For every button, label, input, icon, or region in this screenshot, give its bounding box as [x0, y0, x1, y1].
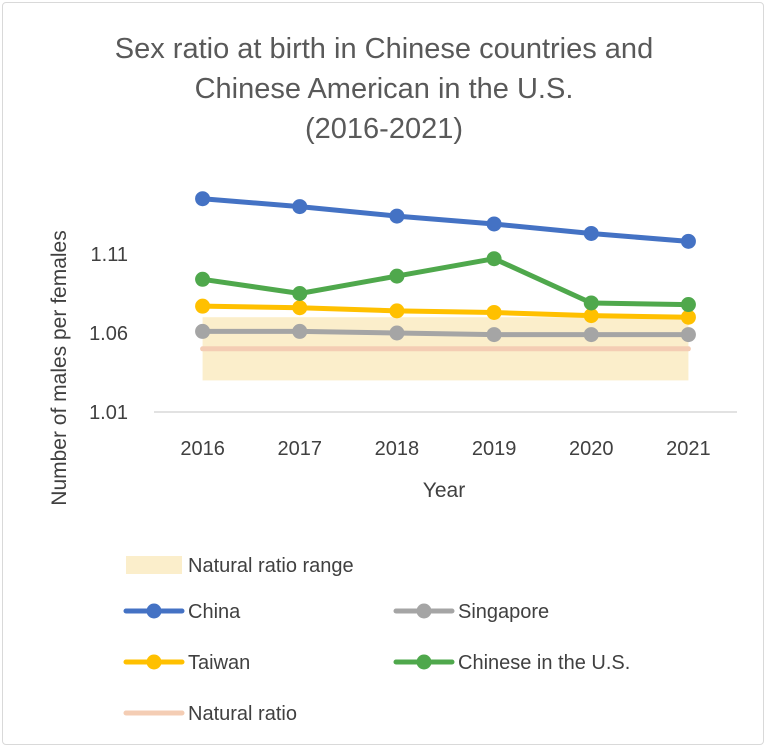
y-axis-title: Number of males per females	[48, 230, 71, 505]
point-china-2021	[680, 233, 696, 249]
legend-swatch-natural-ratio-range	[126, 556, 182, 574]
x-tick-label-2018: 2018	[375, 438, 420, 460]
series-line-chinese-in-the-u-s	[200, 256, 691, 308]
series-line-taiwan	[200, 303, 691, 320]
x-tick-label-2020: 2020	[569, 438, 614, 460]
point-singapore-2016	[195, 323, 211, 339]
point-singapore-2018	[389, 325, 405, 341]
point-taiwan-2016	[195, 298, 211, 314]
x-axis-title: Year	[423, 479, 465, 502]
point-singapore-2019	[486, 327, 502, 343]
x-tick-label-2016: 2016	[180, 438, 225, 460]
y-tick-label-1-06: 1.06	[89, 323, 128, 345]
chart-title-line-2: Chinese American in the U.S.	[195, 73, 574, 105]
x-axis-tick-labels: 2016 2017 2018 2019 2020 2021	[180, 438, 710, 460]
series-line-china	[200, 196, 691, 244]
point-taiwan-2017	[292, 300, 308, 316]
point-china-2020	[583, 225, 599, 241]
point-china-2018	[389, 208, 405, 224]
legend-label-natural-ratio: Natural ratio	[188, 703, 297, 725]
series-lines	[195, 191, 696, 352]
chart-title: Sex ratio at birth in Chinese countries …	[115, 33, 653, 145]
x-tick-label-2017: 2017	[278, 438, 323, 460]
point-chinese-in-the-u-s-2018	[389, 268, 405, 284]
point-chinese-in-the-u-s-2020	[583, 295, 599, 311]
series-line-singapore	[200, 328, 691, 338]
legend-marker-chinese-in-us	[416, 654, 432, 670]
series-china	[195, 191, 696, 249]
point-singapore-2017	[292, 323, 308, 339]
legend-label-natural-ratio-range: Natural ratio range	[188, 555, 354, 577]
legend-marker-taiwan	[146, 654, 162, 670]
point-taiwan-2020	[583, 308, 599, 324]
chart-title-line-1: Sex ratio at birth in Chinese countries …	[115, 33, 653, 65]
legend: Natural ratio range China Singapore Taiw…	[123, 555, 630, 725]
y-tick-label-1-01: 1.01	[89, 402, 128, 424]
point-chinese-in-the-u-s-2021	[680, 297, 696, 313]
point-singapore-2021	[680, 327, 696, 343]
legend-label-singapore: Singapore	[458, 601, 549, 623]
point-china-2017	[292, 199, 308, 215]
point-singapore-2020	[583, 327, 599, 343]
legend-label-taiwan: Taiwan	[188, 652, 250, 674]
point-china-2016	[195, 191, 211, 207]
point-chinese-in-the-u-s-2016	[195, 271, 211, 287]
point-taiwan-2018	[389, 303, 405, 319]
plot-area: 1.01 1.06 1.11 2016 2017 2018 2019 2020 2021	[89, 191, 737, 460]
legend-marker-singapore	[416, 603, 432, 619]
x-tick-label-2021: 2021	[666, 438, 711, 460]
legend-label-chinese-in-us: Chinese in the U.S.	[458, 652, 630, 674]
point-china-2019	[486, 216, 502, 232]
series-taiwan	[195, 298, 696, 325]
y-tick-label-1-11: 1.11	[91, 244, 128, 266]
series-singapore	[195, 323, 696, 343]
legend-label-china: China	[188, 601, 241, 623]
series-chinese-in-the-u-s	[195, 251, 696, 313]
point-taiwan-2021	[680, 309, 696, 325]
point-taiwan-2019	[486, 304, 502, 320]
point-chinese-in-the-u-s-2017	[292, 286, 308, 301]
y-axis-tick-labels: 1.01 1.06 1.11	[89, 244, 128, 424]
point-chinese-in-the-u-s-2019	[486, 251, 502, 267]
legend-marker-china	[146, 603, 162, 619]
chart-title-line-3: (2016-2021)	[305, 113, 463, 145]
x-tick-label-2019: 2019	[472, 438, 517, 460]
